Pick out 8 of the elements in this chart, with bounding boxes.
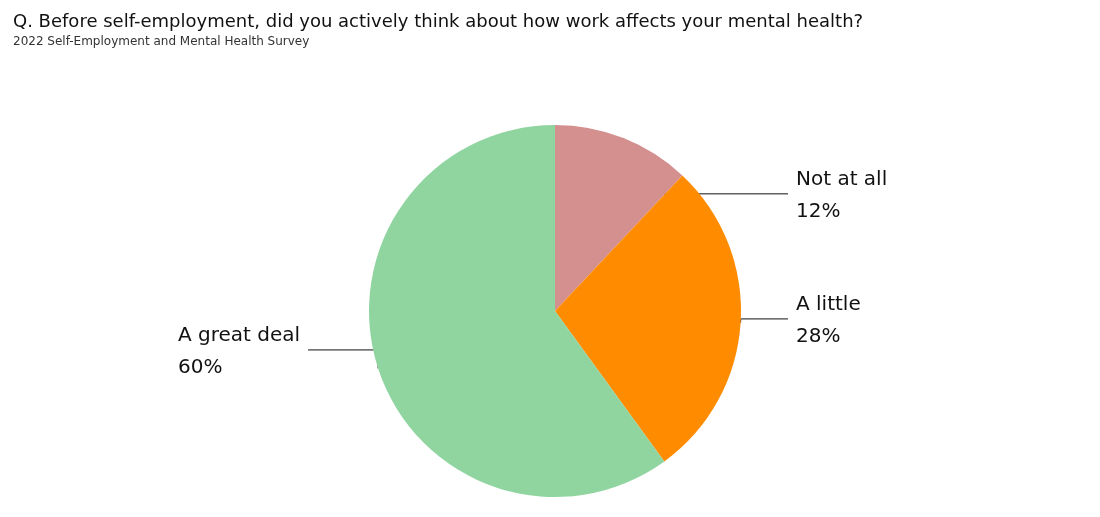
slice-label: A great deal bbox=[178, 321, 301, 346]
slice-label: Not at all bbox=[796, 165, 888, 190]
data-label: 60% bbox=[178, 353, 223, 378]
data-label: 12% bbox=[796, 197, 841, 222]
slice-label: A little bbox=[796, 290, 861, 315]
chart-title: Q. Before self-employment, did you actively think about how work affects your mental health? bbox=[13, 9, 864, 31]
data-label: 28% bbox=[796, 322, 841, 347]
chart-subtitle: 2022 Self-Employment and Mental Health Survey bbox=[13, 34, 310, 48]
